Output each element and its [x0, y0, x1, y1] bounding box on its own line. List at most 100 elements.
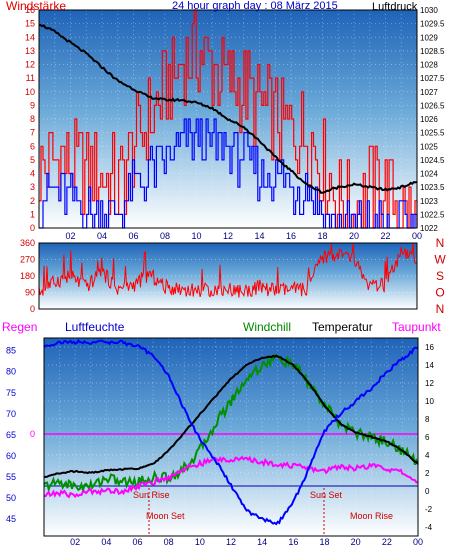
wind-tick-label: 9	[30, 100, 35, 110]
luftfeuchte-line	[43, 338, 419, 526]
time-tick-label: 12	[223, 231, 233, 241]
temperature-axis-ticks: -4 -2 0 2 4 6 8 10 12 14 16	[425, 343, 434, 532]
moon-rise-label: Moon Rise	[350, 511, 393, 521]
direction-degree-label: 180	[20, 271, 35, 281]
humidity-tick-label: 60	[6, 451, 16, 461]
wind-tick-label: 7	[30, 128, 35, 138]
wind-tick-label: 8	[30, 114, 35, 124]
legend-windchill: Windchill	[243, 320, 291, 334]
temperature-humidity-series	[43, 338, 419, 526]
direction-series	[38, 242, 418, 298]
chart-title: 24 hour graph day : 08 März 2015	[172, 0, 338, 12]
compass-label: O	[435, 286, 444, 300]
temperature-humidity-plot-area	[44, 338, 418, 536]
direction-degree-label: 360	[20, 238, 35, 248]
time-tick-label: 10	[191, 231, 201, 241]
pressure-tick-label: 1024	[420, 170, 438, 179]
temperatur-line	[44, 354, 419, 478]
temperature-tick-label: 0	[425, 487, 430, 496]
legend-taupunkt: Taupunkt	[392, 320, 441, 334]
wind-tick-label: 4	[30, 169, 35, 179]
sun-set-label: Sun Set	[310, 490, 343, 500]
temperature-humidity-grid	[44, 338, 418, 536]
humidity-tick-label: 50	[6, 493, 16, 503]
wind-tick-label: 15	[25, 19, 35, 29]
wind-pressure-frame	[38, 9, 418, 229]
humidity-tick-label: 80	[6, 367, 16, 377]
time-tick-label-lower: 04	[101, 537, 111, 547]
wind-tick-label: 11	[26, 73, 35, 83]
legend-regen: Regen	[2, 320, 37, 334]
wind-tick-label: 16	[25, 5, 35, 15]
pressure-tick-label: 1022.5	[420, 210, 445, 219]
time-tick-label: 18	[317, 231, 327, 241]
compass-label: N	[436, 302, 445, 316]
wind-tick-label: 1	[30, 209, 35, 219]
pressure-series	[38, 23, 418, 194]
wind-tick-label: 14	[25, 32, 35, 42]
time-tick-label: 08	[160, 231, 170, 241]
direction-degree-label: 270	[20, 255, 35, 265]
pressure-tick-label: 1027	[420, 88, 438, 97]
taupunkt-line	[43, 455, 419, 499]
temperature-tick-label: 12	[425, 379, 434, 388]
time-tick-label-lower: 16	[288, 537, 298, 547]
pressure-tick-label: 1027.5	[420, 74, 445, 83]
pressure-axis-ticks: 1022 1022.5 1023 1023.5 1024 1024.5 1025 1025.5…	[420, 6, 445, 233]
time-tick-label-lower: 00	[413, 537, 423, 547]
time-tick-label: 04	[97, 231, 107, 241]
direction-degree-ticks: 0 90 180 270 360	[20, 238, 35, 314]
pressure-tick-label: 1030	[420, 6, 438, 15]
pressure-tick-label: 1025.5	[420, 129, 445, 138]
temperature-tick-label: -2	[425, 505, 433, 514]
wind-tick-label: 13	[25, 46, 35, 56]
time-tick-label-lower: 18	[319, 537, 329, 547]
time-tick-label: 00	[412, 231, 422, 241]
temperature-tick-label: 8	[425, 415, 430, 424]
time-axis-ticks: 02 04 06 08 10 12 14 16 18 20 22 00	[65, 231, 422, 241]
direction-line	[38, 242, 418, 298]
time-axis-ticks-lower: 02 04 06 08 10 12 14 16 18 20 22 00	[70, 537, 423, 547]
pressure-line	[38, 23, 418, 194]
temperature-humidity-frame	[43, 337, 419, 537]
compass-label: N	[436, 236, 445, 250]
wind-tick-label: 6	[30, 141, 35, 151]
time-tick-label: 06	[128, 231, 138, 241]
legend-temperatur: Temperatur	[312, 320, 373, 334]
rain-zero-label: 0	[30, 429, 35, 439]
wind-tick-label: 3	[30, 182, 35, 192]
pressure-tick-label: 1024.5	[420, 156, 445, 165]
pressure-tick-label: 1029	[420, 33, 438, 42]
left-axis-label: Windstärke	[6, 0, 66, 13]
humidity-tick-label: 45	[6, 514, 16, 524]
time-tick-label-lower: 20	[351, 537, 361, 547]
humidity-tick-label: 70	[6, 409, 16, 419]
right-axis-label: Luftdruck	[372, 1, 418, 13]
temperature-tick-label: 6	[425, 433, 430, 442]
legend-luftfeuchte: Luftfeuchte	[65, 320, 125, 334]
temperature-tick-label: 4	[425, 451, 430, 460]
time-tick-label-lower: 14	[257, 537, 267, 547]
time-tick-label: 14	[254, 231, 264, 241]
temperature-tick-label: 16	[425, 343, 434, 352]
pressure-tick-label: 1023.5	[420, 183, 445, 192]
wind-tick-label: 12	[25, 60, 35, 70]
time-tick-label-lower: 06	[132, 537, 142, 547]
time-tick-label-lower: 12	[226, 537, 236, 547]
humidity-tick-label: 85	[6, 346, 16, 356]
time-tick-label: 22	[380, 231, 390, 241]
pressure-tick-label: 1022	[420, 224, 438, 233]
humidity-axis-ticks: 45 50 55 60 65 70 75 80 85	[6, 346, 16, 525]
wind-tick-label: 2	[30, 196, 35, 206]
moon-set-label: Moon Set	[146, 511, 185, 521]
temperature-tick-label: 10	[425, 397, 434, 406]
direction-degree-label: 0	[30, 304, 35, 314]
time-tick-label: 02	[65, 231, 75, 241]
time-tick-label-lower: 10	[195, 537, 205, 547]
time-tick-label-lower: 08	[164, 537, 174, 547]
direction-frame	[38, 242, 418, 310]
pressure-tick-label: 1028.5	[420, 47, 445, 56]
